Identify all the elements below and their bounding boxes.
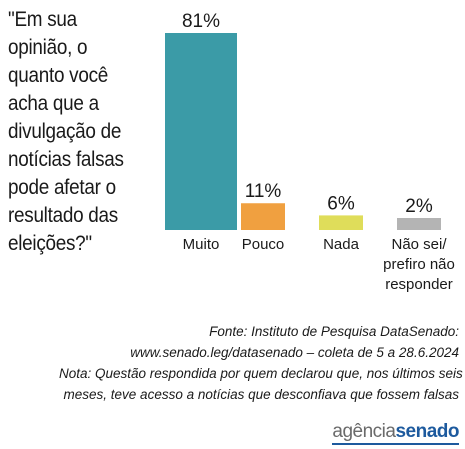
logo-underline	[332, 443, 459, 445]
value-label: 6%	[327, 193, 355, 214]
bar-chart: 81% Muito 11% Pouco 6% Nada 2% Não sei/prefiro …	[165, 11, 455, 293]
category-label: prefiro não	[383, 256, 455, 273]
bar-muito	[165, 33, 237, 230]
note-line-1: Nota: Questão respondida por quem declar…	[59, 366, 463, 381]
bar-pouco	[241, 203, 285, 230]
category-label: Nada	[323, 236, 360, 253]
value-label: 11%	[245, 181, 282, 202]
footer-notes: Fonte: Instituto de Pesquisa DataSenado:…	[59, 321, 463, 405]
value-label: 2%	[405, 196, 433, 217]
source-line-1: Fonte: Instituto de Pesquisa DataSenado:	[209, 324, 459, 339]
logo-text-senado: senado	[395, 421, 459, 442]
category-label: responder	[385, 276, 453, 293]
category-label: Muito	[183, 236, 220, 253]
value-label: 81%	[182, 11, 220, 32]
category-label: Não sei/	[391, 236, 447, 253]
note-line-2: meses, teve acesso a notícias que descon…	[63, 387, 459, 402]
category-label: Pouco	[242, 236, 285, 253]
agencia-senado-logo: agênciasenado	[332, 421, 459, 445]
question-title: "Em sua opinião, o quanto você acha que …	[8, 8, 124, 255]
bar-nada	[319, 215, 363, 230]
bar-n-o-sei-	[397, 218, 441, 230]
logo-text-agencia: agência	[332, 421, 396, 442]
source-line-2: www.senado.leg/datasenado – coleta de 5 …	[130, 345, 459, 360]
